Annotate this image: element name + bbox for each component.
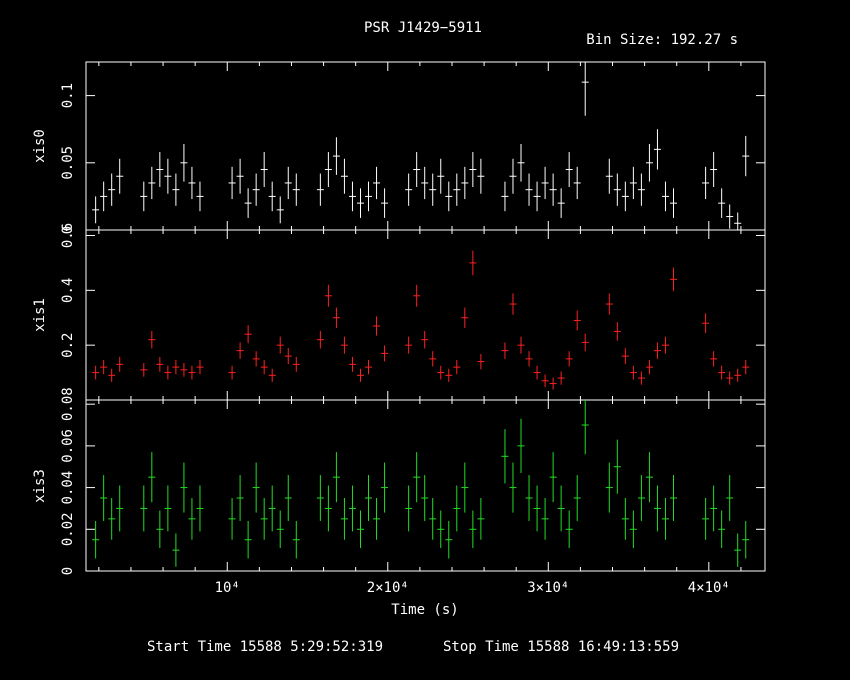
- xis1-ytick-label-1: 0.4: [60, 278, 76, 303]
- stop-time-label: Stop Time 15588 16:49:13:559: [443, 639, 679, 655]
- xis0-points: [92, 62, 750, 230]
- panel-xis1-frame: [85, 229, 766, 401]
- xis0-ylabel: xis0: [32, 129, 48, 163]
- xis3-points: [92, 400, 750, 567]
- start-time-label: Start Time 15588 5:29:52:319: [147, 639, 383, 655]
- xis1-ytick-label-0: 0.2: [60, 333, 76, 358]
- panel-xis1: 0.2 0.4 0.6 xis1: [32, 223, 766, 401]
- xis3-ylabel: xis3: [32, 469, 48, 503]
- xis1-ytick-label-2: 0.6: [60, 223, 76, 248]
- xis0-ytick-label-0: 0: [60, 226, 76, 234]
- panel-xis3-frame: [85, 399, 766, 572]
- xis0-ytick-label-2: 0.1: [60, 83, 76, 108]
- xis1-y-ticks: 0.2 0.4 0.6: [60, 223, 765, 358]
- xtick-label-3: 4×10⁴: [688, 580, 730, 596]
- panel-xis3: 0 0.02 0.04 0.06 0.08 xis3: [32, 387, 766, 575]
- xis3-ytick-label-1: 0.02: [60, 512, 76, 546]
- xis3-ytick-label-0: 0: [60, 567, 76, 575]
- xtick-label-2: 3×10⁴: [527, 580, 569, 596]
- xis1-ylabel: xis1: [32, 298, 48, 332]
- xis0-y-ticks: 0 0.05 0.1: [60, 83, 765, 234]
- chart-title: PSR J1429−5911: [364, 20, 482, 36]
- panel-xis0: 0 0.05 0.1 xis0: [32, 61, 766, 234]
- xis3-ytick-label-4: 0.08: [60, 387, 76, 421]
- xtick-label-1: 2×10⁴: [367, 580, 409, 596]
- xis0-ytick-label-1: 0.05: [60, 146, 76, 180]
- xis3-ytick-label-3: 0.06: [60, 429, 76, 463]
- xtick-label-0: 10⁴: [215, 580, 240, 596]
- x-axis-label: Time (s): [391, 602, 458, 618]
- xis3-y-ticks: 0 0.02 0.04 0.06 0.08: [60, 387, 765, 575]
- bin-size-label: Bin Size: 192.27 s: [586, 32, 738, 48]
- xis1-points: [92, 250, 750, 390]
- xis3-ytick-label-2: 0.04: [60, 471, 76, 505]
- x-axis-ticks: 10⁴ 2×10⁴ 3×10⁴ 4×10⁴: [98, 62, 742, 596]
- panel-xis0-frame: [85, 61, 766, 231]
